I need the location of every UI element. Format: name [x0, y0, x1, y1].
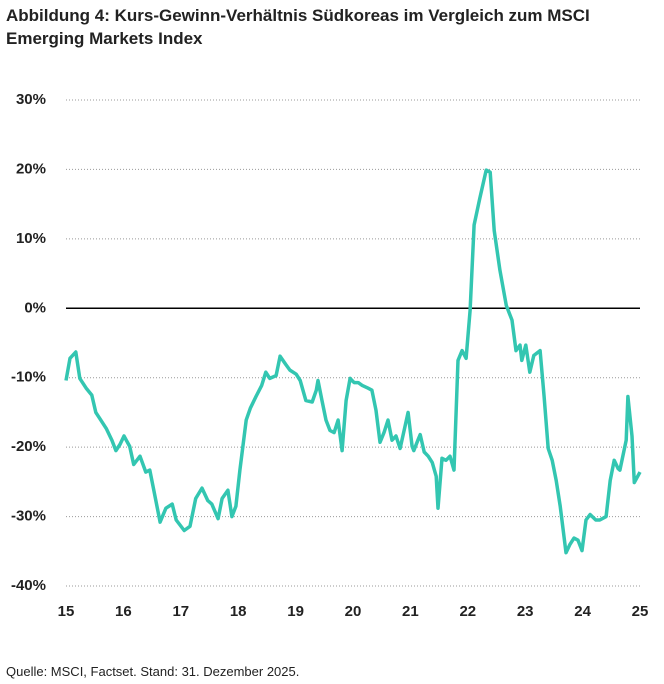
y-tick-label: -20% [11, 438, 46, 455]
x-tick-label: 25 [632, 603, 649, 620]
x-tick-label: 19 [287, 603, 304, 620]
y-tick-label: 0% [24, 299, 46, 316]
x-tick-label: 21 [402, 603, 419, 620]
x-tick-label: 17 [172, 603, 189, 620]
x-tick-label: 22 [459, 603, 476, 620]
x-tick-label: 24 [574, 603, 591, 620]
y-tick-label: 10% [16, 230, 46, 247]
y-tick-label: -30% [11, 508, 46, 525]
y-tick-label: 30% [16, 91, 46, 108]
line-series [64, 168, 642, 555]
y-tick-label: -10% [11, 369, 46, 386]
x-tick-label: 16 [115, 603, 132, 620]
y-tick-label: 20% [16, 160, 46, 177]
chart-title: Abbildung 4: Kurs-Gewinn-Verhältnis Südk… [6, 6, 590, 48]
y-tick-label: -40% [11, 577, 46, 594]
x-tick-label: 23 [517, 603, 534, 620]
source-note: Quelle: MSCI, Factset. Stand: 31. Dezemb… [6, 664, 300, 679]
x-tick-label: 18 [230, 603, 247, 620]
chart: -40% -30% -20% -10% 0% 10% 20% 30% 15 16 17 18 19 20 2… [11, 91, 649, 620]
x-tick-label: 15 [58, 603, 75, 620]
x-tick-label: 20 [345, 603, 362, 620]
